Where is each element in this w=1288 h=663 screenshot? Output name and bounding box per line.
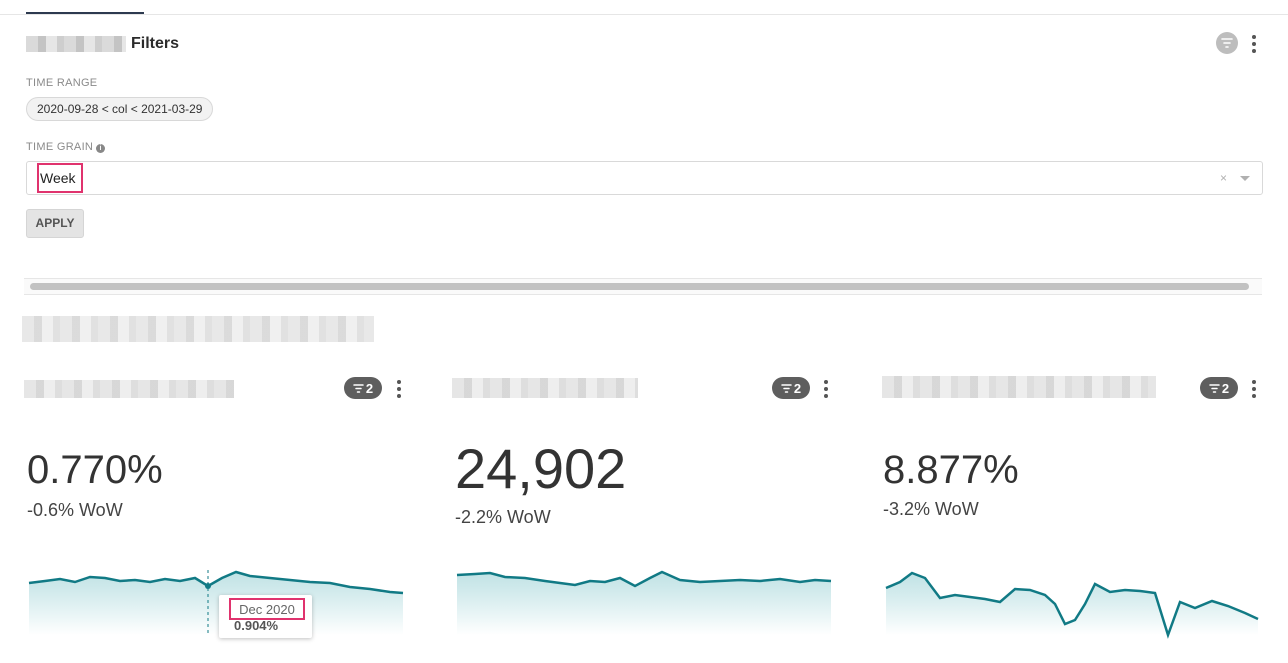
card2-sparkline-line — [456, 570, 832, 588]
time-range-label: TIME RANGE — [26, 77, 98, 89]
card1-hover-point — [205, 583, 211, 589]
time-grain-select[interactable] — [26, 161, 1263, 195]
more-vertical-icon[interactable] — [1251, 380, 1257, 398]
tooltip-value: 0.904% — [234, 618, 279, 633]
card1-delta: -0.6% WoW — [27, 500, 123, 520]
card3-sparkline-area — [886, 573, 1258, 635]
card3-title-redacted — [882, 376, 1156, 398]
card2-filter-count: 2 — [793, 380, 802, 396]
card3-filter-badge[interactable]: 2 — [1200, 377, 1238, 399]
more-vertical-icon[interactable] — [1251, 35, 1257, 53]
chevron-down-icon[interactable] — [1240, 176, 1250, 181]
card2-title-redacted — [452, 378, 638, 398]
card2-filter-badge[interactable]: 2 — [772, 377, 810, 399]
card1-tooltip — [219, 595, 312, 638]
card2-big-number: 24,902 — [455, 437, 627, 500]
card2-delta: -2.2% WoW — [455, 507, 551, 527]
sparklines — [28, 570, 1259, 639]
time-grain-selected-value[interactable]: Week — [37, 163, 83, 193]
filters-title: Filters — [131, 35, 180, 52]
filter-icon — [1209, 383, 1220, 393]
tooltip-date: Dec 2020 — [229, 598, 305, 620]
tab-divider — [0, 14, 1288, 15]
card1-filter-count: 2 — [365, 380, 374, 396]
apply-button[interactable]: APPLY — [26, 209, 84, 238]
filter-icon — [353, 383, 364, 393]
active-tab-indicator — [26, 12, 144, 14]
clear-icon[interactable]: × — [1220, 171, 1228, 185]
card3-sparkline-line — [885, 571, 1259, 639]
time-grain-label: TIME GRAIN i — [26, 141, 106, 153]
scrollbar-thumb[interactable] — [30, 283, 1249, 290]
card1-filter-badge[interactable]: 2 — [344, 377, 382, 399]
card1-big-number: 0.770% — [27, 448, 163, 492]
card3-big-number: 8.877% — [883, 448, 1019, 492]
more-vertical-icon[interactable] — [396, 380, 402, 398]
time-range-chip[interactable]: 2020-09-28 < col < 2021-03-29 — [26, 97, 214, 121]
card3-filter-count: 2 — [1221, 380, 1230, 396]
card3-delta: -3.2% WoW — [883, 499, 979, 519]
time-grain-label-text: TIME GRAIN — [26, 141, 94, 153]
info-icon: i — [96, 144, 106, 153]
filter-icon[interactable] — [1216, 32, 1238, 54]
section-title-redacted — [22, 316, 374, 342]
filter-icon — [781, 383, 792, 393]
card1-sparkline-line — [28, 570, 404, 595]
card2-sparkline-area — [457, 572, 831, 635]
card1-title-redacted — [24, 380, 234, 398]
more-vertical-icon[interactable] — [823, 380, 829, 398]
dashboard-name-redacted — [26, 36, 126, 52]
